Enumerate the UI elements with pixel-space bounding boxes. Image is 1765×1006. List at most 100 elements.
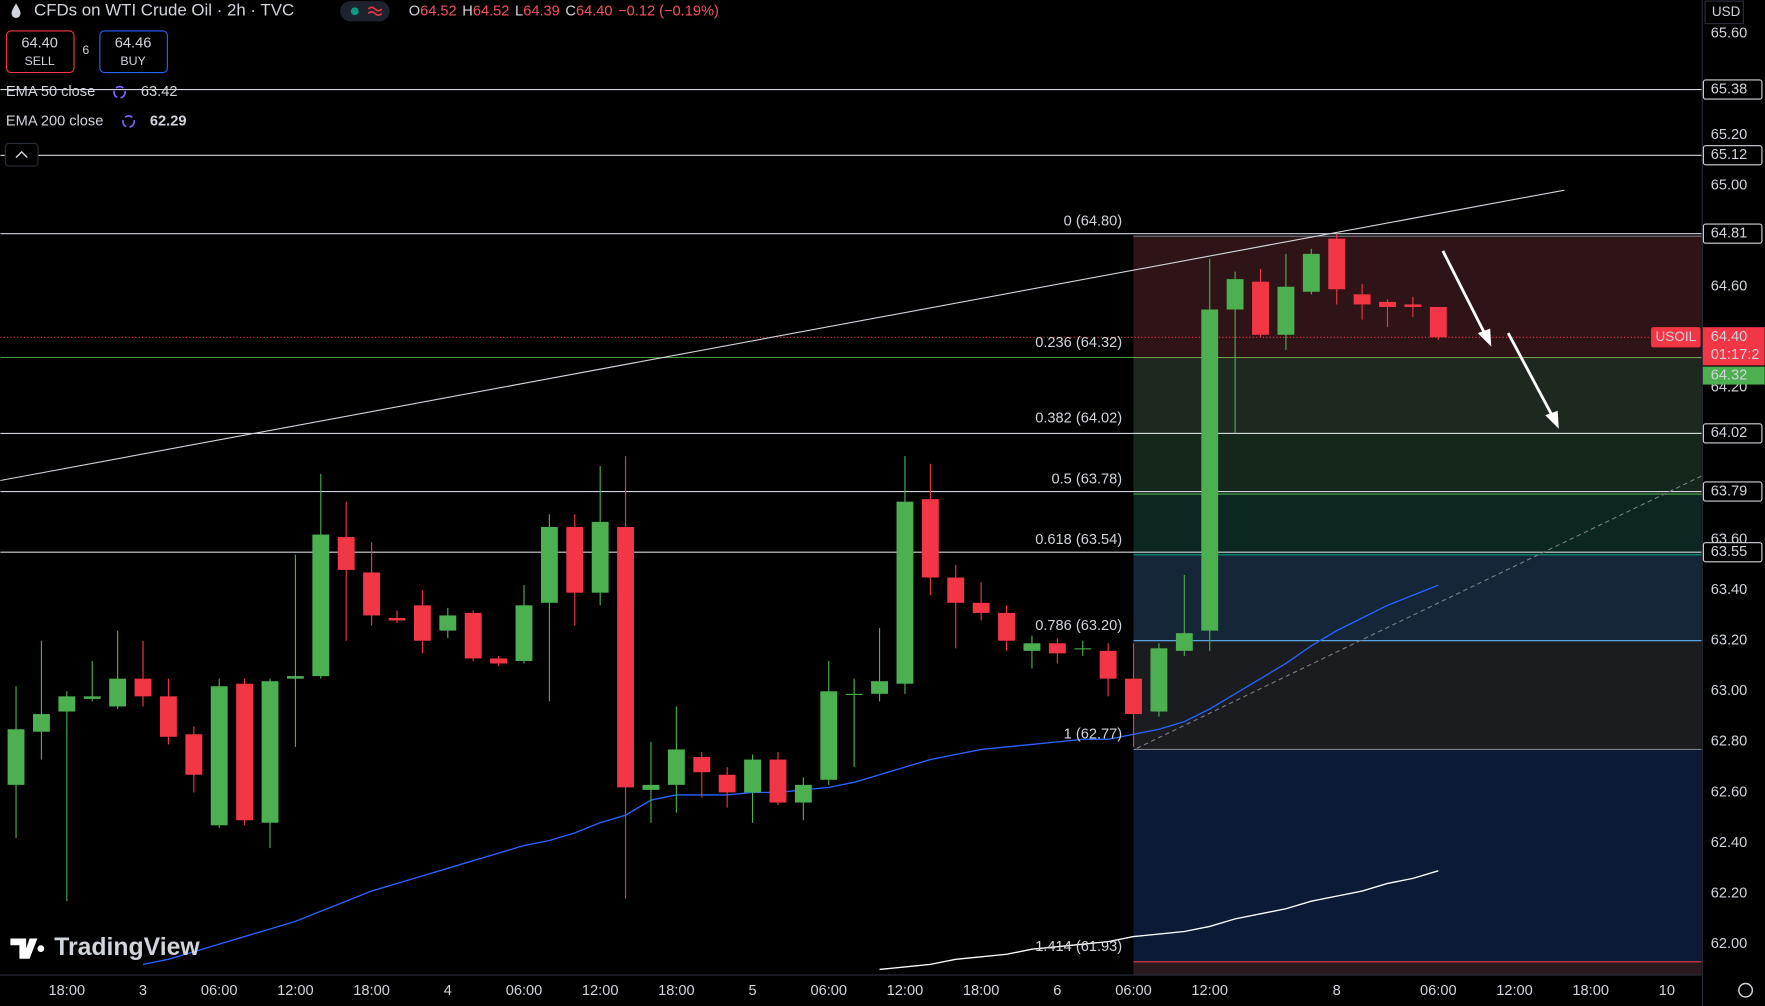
- y-tick-label: 65.60: [1711, 26, 1748, 42]
- buy-price: 64.46: [115, 36, 152, 52]
- collapse-icon: [15, 150, 28, 159]
- ohlc-change: −0.12 (−0.19%): [618, 3, 719, 19]
- candle-body: [1099, 650, 1117, 679]
- fib-zone: [1133, 640, 1702, 750]
- x-tick-label: 06:00: [201, 983, 238, 999]
- countdown: 01:17:2: [1711, 347, 1760, 363]
- indicator-icon: [122, 115, 136, 129]
- arrow[interactable]: [1441, 250, 1487, 336]
- sell-price: 64.40: [21, 36, 58, 52]
- candle-body: [642, 784, 660, 790]
- indicator-name[interactable]: EMA 50 close: [6, 84, 95, 100]
- x-tick-label: 6: [1053, 983, 1061, 999]
- x-tick-label: 12:00: [1496, 983, 1533, 999]
- candle-body: [236, 683, 254, 821]
- candle-body: [718, 774, 736, 793]
- indicator-icon: [113, 85, 127, 99]
- buy-button[interactable]: [99, 30, 168, 74]
- symbol-box: [1651, 327, 1701, 348]
- ohlc-key: C: [565, 3, 576, 19]
- candle-body: [109, 678, 127, 707]
- currency-box[interactable]: [1704, 0, 1744, 25]
- y-tick-label: 62.60: [1711, 784, 1748, 800]
- candle-body: [312, 534, 330, 677]
- ohlc: O64.52 H64.52 L64.39 C64.40 −0.12 (−0.19%): [409, 3, 719, 19]
- x-tick-label: 18:00: [353, 983, 390, 999]
- y-tick-label: 63.20: [1711, 633, 1748, 649]
- collapse-button[interactable]: [4, 142, 39, 167]
- ohlc-key: H: [462, 3, 473, 19]
- y-tick-label: 62.20: [1711, 885, 1748, 901]
- level-box: [1702, 481, 1763, 502]
- candle-body: [7, 729, 25, 785]
- time-axis: 18:00 3 06:00 12:00 18:00 4 06:00 12:00 18:00 5 06…: [0, 974, 1702, 1006]
- candles: [7, 233, 1447, 902]
- candle-body: [286, 676, 304, 679]
- candle-body: [413, 605, 431, 641]
- fib-zone: [1133, 554, 1702, 641]
- x-tick-label: 18:00: [963, 983, 1000, 999]
- candle-body: [1379, 301, 1396, 307]
- candle-body: [1328, 238, 1346, 290]
- ohlc-value: 64.40: [576, 3, 613, 19]
- candle-body: [1277, 286, 1295, 335]
- time-axis-bg: [0, 974, 1702, 1006]
- settings-icon[interactable]: [1738, 982, 1754, 998]
- fib-label: 0.5 (63.78): [1052, 471, 1123, 487]
- candle-body: [1226, 279, 1244, 310]
- y-tick-label: 63.40: [1711, 582, 1748, 598]
- candle-body: [464, 612, 482, 659]
- candle-body: [1353, 294, 1371, 305]
- ohlc-value: 64.52: [473, 3, 510, 19]
- candle-body: [83, 696, 101, 699]
- fib-zone: [1133, 433, 1702, 495]
- y-tick-label: 65.00: [1711, 177, 1748, 193]
- support-box: [1702, 366, 1765, 385]
- x-tick-label: 18:00: [49, 983, 86, 999]
- indicator-name[interactable]: EMA 200 close: [6, 113, 103, 129]
- level-label: 64.81: [1711, 225, 1748, 241]
- x-tick-label: 06:00: [1420, 983, 1457, 999]
- arrows: [1441, 250, 1559, 429]
- candle-body: [693, 757, 711, 773]
- level-label: 64.02: [1711, 425, 1748, 441]
- indicators: [142, 584, 1439, 971]
- delay-icon: [367, 6, 383, 16]
- fib-zone: [1133, 494, 1702, 555]
- ohlc-key: O: [409, 3, 420, 19]
- logo-icon: [10, 938, 45, 959]
- y-tick-label: 62.80: [1711, 734, 1748, 750]
- candle-body: [921, 499, 939, 578]
- candle-body: [337, 537, 355, 570]
- candle-body: [261, 681, 279, 823]
- fib-label: 1 (62.77): [1064, 727, 1122, 743]
- fib-label: 1.414 (61.93): [1035, 939, 1122, 955]
- candle-body: [1252, 281, 1269, 335]
- fib-zone: [1133, 961, 1702, 975]
- trend-line[interactable]: [0, 189, 1565, 482]
- logo-text: TradingView: [54, 934, 200, 961]
- status-pill[interactable]: [340, 1, 390, 22]
- indicator-value: 63.42: [141, 84, 178, 100]
- x-tick-label: 4: [444, 983, 452, 999]
- y-tick-label: 64.60: [1711, 279, 1748, 295]
- candle-body: [134, 678, 152, 697]
- candle-body: [1404, 304, 1422, 307]
- sell-button[interactable]: [5, 30, 75, 74]
- price-box: [1702, 327, 1765, 366]
- candle-body: [490, 658, 508, 664]
- fib-zones: [1133, 236, 1702, 975]
- fib-label: 0 (64.80): [1064, 213, 1122, 229]
- ema-line: [879, 870, 1439, 971]
- arrow[interactable]: [1506, 332, 1555, 419]
- x-tick-label: 5: [748, 983, 756, 999]
- candle-body: [667, 749, 685, 785]
- symbol-title[interactable]: CFDs on WTI Crude Oil · 2h · TVC: [34, 1, 294, 20]
- candle-body: [439, 615, 457, 631]
- trend-line-dashed[interactable]: [1136, 475, 1702, 749]
- x-tick-label: 06:00: [1115, 983, 1152, 999]
- level-box: [1702, 145, 1763, 166]
